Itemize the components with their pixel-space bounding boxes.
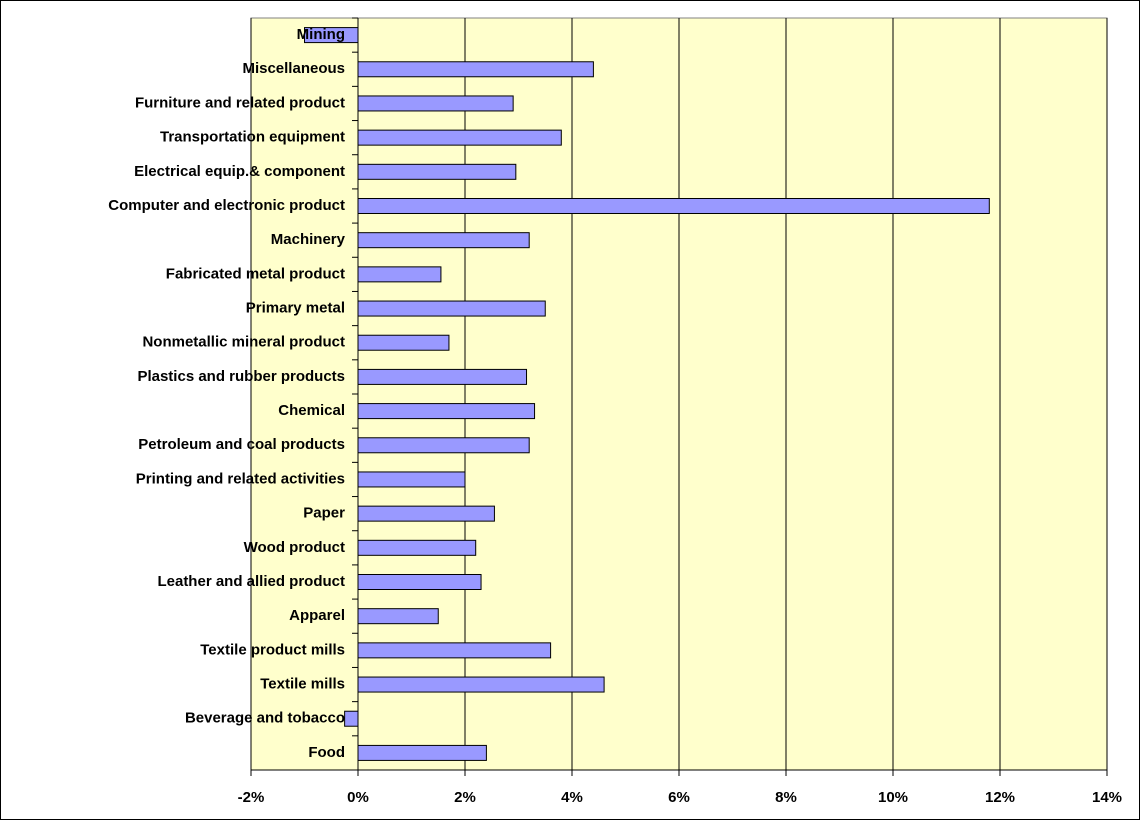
y-tick-label: Leather and allied product [157, 573, 345, 590]
bar [357, 266, 442, 283]
bar [357, 163, 517, 180]
x-tick-label: 4% [561, 789, 583, 806]
y-tick-label: Textile mills [260, 676, 345, 693]
y-tick-label: Transportation equipment [160, 129, 345, 146]
y-tick-label: Wood product [244, 539, 345, 556]
x-tick-label: 6% [668, 789, 690, 806]
bar [357, 232, 530, 249]
y-tick-label: Primary metal [246, 300, 345, 317]
y-tick-label: Electrical equip.& component [134, 163, 345, 180]
y-tick-label: Food [308, 744, 345, 761]
y-tick-label: Petroleum and coal products [138, 436, 345, 453]
y-tick-label: Machinery [271, 231, 346, 248]
y-tick-label: Furniture and related product [135, 94, 345, 111]
bar [357, 300, 546, 317]
y-tick-label: Beverage and tobacco [185, 710, 345, 727]
bar [357, 642, 552, 659]
bar [357, 744, 487, 761]
bar [357, 95, 514, 112]
bar [357, 505, 495, 522]
x-tick-label: 10% [878, 789, 908, 806]
x-tick-label: 8% [775, 789, 797, 806]
y-tick-label: Computer and electronic product [108, 197, 345, 214]
bar [357, 403, 536, 420]
bar [304, 27, 359, 44]
x-tick-label: -2% [238, 789, 265, 806]
y-tick-label: Fabricated metal product [166, 265, 345, 282]
x-tick-label: 14% [1092, 789, 1122, 806]
bar [357, 574, 482, 590]
bar [357, 368, 528, 385]
y-tick-label: Textile product mills [200, 641, 345, 658]
y-tick-label: Nonmetallic mineral product [142, 334, 345, 351]
y-tick-label: Plastics and rubber products [137, 368, 345, 385]
y-tick-label: Miscellaneous [242, 60, 345, 77]
bar [357, 129, 562, 146]
y-tick-label: Paper [303, 505, 345, 522]
x-tick-label: 0% [347, 789, 369, 806]
y-tick-label: Apparel [289, 607, 345, 624]
bar [357, 676, 605, 693]
y-tick-label: Chemical [278, 402, 345, 419]
x-tick-label: 2% [454, 789, 476, 806]
bar [357, 334, 450, 351]
bar [357, 471, 466, 488]
bar [357, 437, 530, 454]
bar [357, 608, 439, 625]
x-tick-label: 12% [985, 789, 1015, 806]
bar [357, 539, 477, 556]
bar [344, 710, 359, 727]
bar [357, 61, 594, 78]
y-tick-label: Printing and related activities [136, 470, 345, 487]
bar [357, 198, 990, 214]
y-tick-label: Mining [297, 26, 345, 43]
